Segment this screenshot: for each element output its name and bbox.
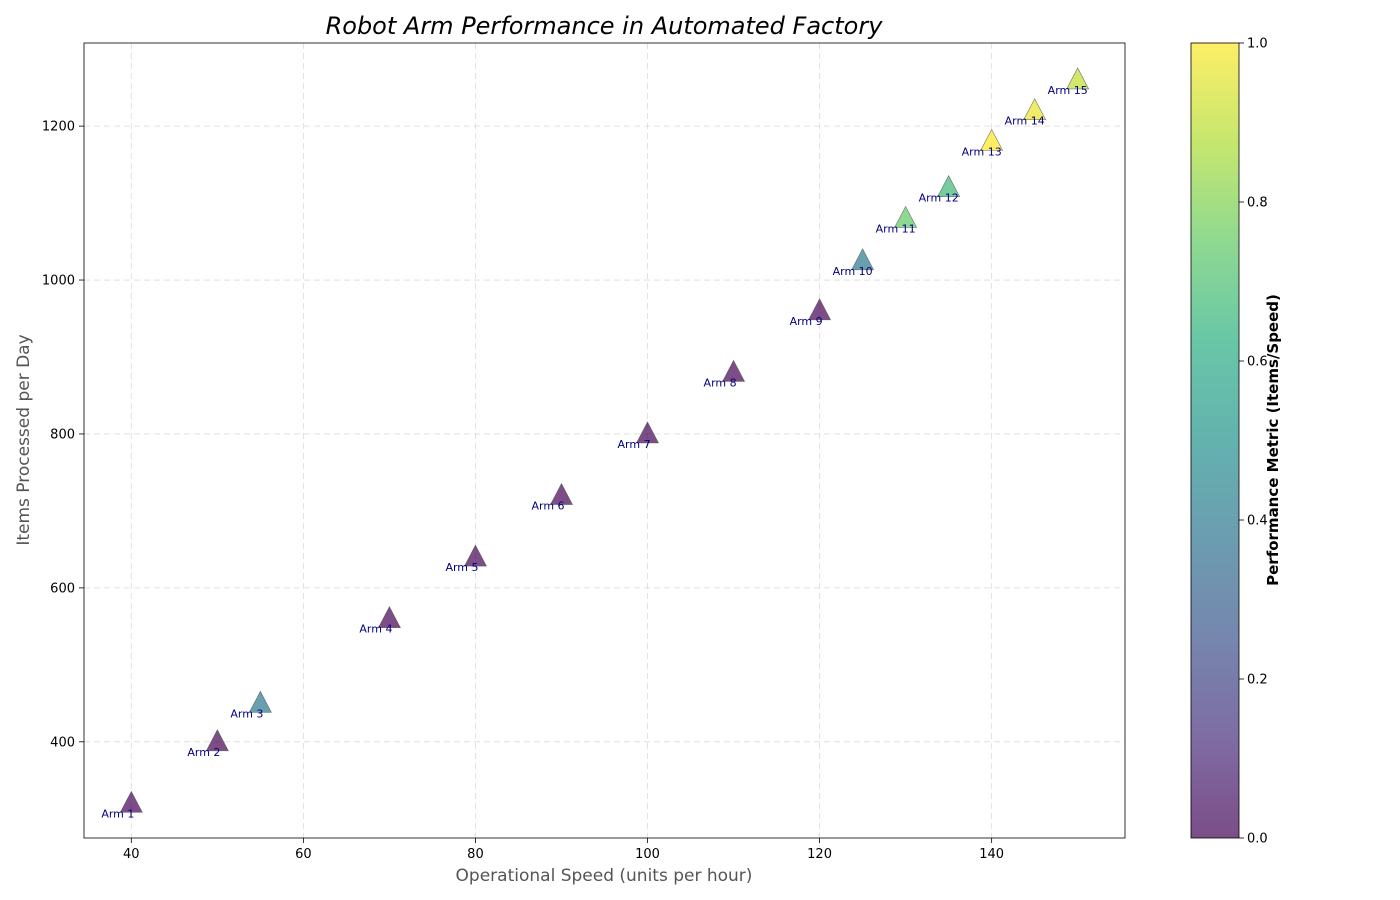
data-point (636, 421, 660, 444)
point-label: Arm 3 (230, 707, 263, 720)
point-label: Arm 10 (833, 265, 873, 278)
y-axis-title: Items Processed per Day (14, 334, 34, 545)
x-tick-label: 80 (467, 847, 484, 862)
colorbar-tick-label: 0.6 (1247, 355, 1268, 370)
data-point (980, 128, 1004, 151)
colorbar-ticks: 0.0 0.2 0.4 0.6 0.8 1.0 (1239, 37, 1268, 847)
point-label: Arm 14 (1005, 115, 1045, 128)
grid-lines (84, 43, 1125, 838)
x-tick-label: 140 (979, 847, 1004, 862)
x-tick-label: 40 (123, 847, 140, 862)
plot-area-frame (83, 42, 1126, 839)
x-axis-title: Operational Speed (units per hour) (456, 866, 753, 886)
point-label: Arm 4 (359, 623, 392, 636)
data-point (1066, 67, 1090, 90)
x-tick-label: 100 (635, 847, 660, 862)
data-points (119, 67, 1090, 813)
point-label: Arm 8 (704, 376, 737, 389)
data-point (463, 544, 487, 567)
point-label: Arm 15 (1048, 84, 1088, 97)
data-point (377, 606, 401, 628)
data-point (851, 248, 875, 271)
y-tick-label: 400 (50, 735, 75, 750)
data-point (808, 298, 832, 321)
data-point (248, 690, 272, 713)
data-point (894, 205, 918, 228)
point-labels: Arm 1 Arm 2 Arm 3 Arm 4 Arm 5 Arm 6 Arm 7 Arm 8… (101, 84, 1087, 820)
point-label: Arm 6 (531, 500, 564, 513)
colorbar-tick-label: 0.0 (1247, 832, 1268, 847)
point-label: Arm 11 (876, 222, 916, 235)
colorbar-tick-label: 0.2 (1247, 673, 1268, 688)
y-axis-ticks: 400 600 800 1000 1200 (42, 120, 84, 750)
point-label: Arm 7 (618, 438, 651, 451)
colorbar-tick-label: 0.8 (1247, 196, 1268, 211)
colorbar (1191, 43, 1239, 838)
y-tick-label: 800 (50, 427, 75, 442)
data-point (1023, 98, 1047, 121)
y-tick-label: 1000 (42, 274, 75, 289)
chart-title: Robot Arm Performance in Automated Facto… (326, 12, 884, 40)
data-point (722, 359, 746, 382)
colorbar-frame (1190, 42, 1240, 839)
data-point (549, 482, 573, 505)
x-axis-ticks: 40 60 80 100 120 140 (123, 838, 1004, 862)
data-point (937, 175, 961, 197)
colorbar-title: Performance Metric (Items/Speed) (1264, 294, 1282, 586)
point-label: Arm 12 (919, 192, 959, 205)
x-tick-label: 120 (807, 847, 832, 862)
point-label: Arm 2 (187, 746, 220, 759)
point-label: Arm 1 (101, 807, 134, 820)
point-label: Arm 9 (790, 315, 823, 328)
y-tick-label: 1200 (42, 120, 75, 135)
colorbar-tick-label: 0.4 (1247, 514, 1268, 529)
data-point (119, 790, 143, 813)
colorbar-tick-label: 1.0 (1247, 37, 1268, 52)
data-point (205, 729, 229, 752)
y-tick-label: 600 (50, 581, 75, 596)
point-label: Arm 5 (445, 561, 478, 574)
x-tick-label: 60 (295, 847, 312, 862)
point-label: Arm 13 (962, 146, 1002, 159)
